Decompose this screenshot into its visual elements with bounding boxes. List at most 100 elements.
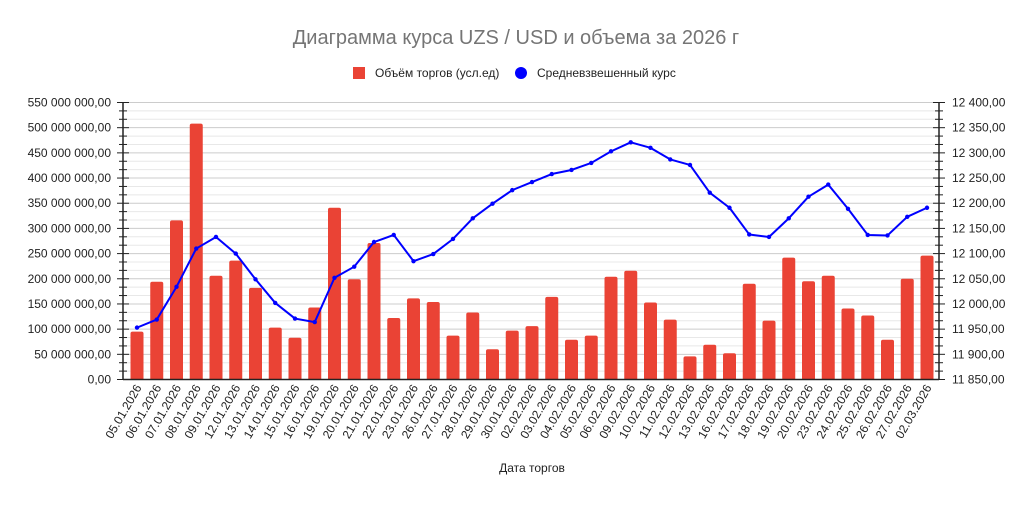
volume-bar[interactable]: 14.01.2026: 103000000	[268, 327, 282, 380]
volume-bar[interactable]: 23.01.2026: 161000000	[407, 298, 420, 380]
volume-bar[interactable]: 18.02.2026: 117000000	[762, 320, 776, 380]
volume-bar[interactable]: 02.02.2026: 106000000	[525, 326, 539, 380]
rate-point[interactable]	[924, 205, 930, 210]
volume-bar[interactable]: 05.02.2026: 87000000	[584, 335, 598, 380]
chart-title: Диаграмма курса UZS / USD и объема за 20…	[293, 27, 739, 49]
volume-bar[interactable]: 16.01.2026: 143000000	[308, 307, 322, 380]
volume-bar[interactable]: 28.01.2026: 133000000	[466, 312, 480, 380]
volume-bar[interactable]: 19.02.2026: 242000000	[782, 257, 796, 380]
volume-bar[interactable]: 26.02.2026: 79000000	[881, 339, 894, 380]
rate-point[interactable]	[391, 232, 396, 238]
rate-point[interactable]	[510, 187, 515, 193]
rate-point[interactable]	[352, 264, 357, 269]
rate-point[interactable]	[233, 251, 238, 256]
rate-point[interactable]	[885, 233, 890, 238]
rate-point[interactable]	[332, 275, 337, 280]
volume-bar[interactable]: 04.02.2026: 79000000	[565, 339, 578, 380]
volume-bar[interactable]: 07.01.2026: 316000000	[170, 220, 183, 380]
volume-bar[interactable]: 12.01.2026: 236000000	[229, 260, 243, 380]
rate-point[interactable]	[687, 162, 693, 168]
volume-bar[interactable]: 29.01.2026: 60000000	[486, 349, 499, 380]
legend-item-rate[interactable]: Средневзвешенный курс	[515, 66, 676, 80]
rate-point[interactable]	[747, 232, 752, 237]
rate-point[interactable]	[628, 140, 633, 145]
volume-bar[interactable]: 06.01.2026: 194000000	[150, 281, 164, 380]
y-tick-label-right: 12 050,00	[952, 272, 1006, 286]
legend-item-volume[interactable]: Объём торгов (усл.ед)	[353, 66, 499, 80]
y-tick-label-left: 0,00	[88, 373, 112, 387]
volume-bar[interactable]: 20.02.2026: 195000000	[802, 281, 815, 380]
rate-point[interactable]	[194, 246, 199, 251]
rate-point[interactable]	[371, 239, 377, 245]
y-tick-label-left: 250 000 000,00	[28, 247, 112, 261]
volume-bar[interactable]: 27.01.2026: 87000000	[446, 335, 460, 380]
volume-bar[interactable]: 17.02.2026: 190000000	[742, 283, 756, 380]
rate-point[interactable]	[490, 201, 495, 206]
volume-bar[interactable]: 05.01.2026: 95000000	[130, 331, 144, 380]
rate-point[interactable]	[292, 316, 298, 321]
rate-point[interactable]	[549, 171, 554, 177]
legend: Объём торгов (усл.ед) Средневзвешенный к…	[353, 66, 676, 80]
rate-point[interactable]	[411, 258, 416, 264]
rate-point[interactable]	[806, 194, 811, 199]
rate-point[interactable]	[174, 284, 179, 290]
rate-point[interactable]	[608, 149, 614, 154]
rate-point[interactable]	[845, 206, 851, 211]
legend-square-icon	[353, 67, 365, 79]
y-tick-label-right: 12 100,00	[952, 247, 1006, 261]
x-axis-labels: 05.01.202606.01.202607.01.202608.01.2026…	[102, 382, 934, 441]
rate-point[interactable]	[431, 251, 436, 257]
volume-bar[interactable]: 20.01.2026: 199000000	[347, 279, 361, 380]
volume-bar[interactable]: 02.03.2026: 246000000	[920, 255, 934, 380]
rate-point[interactable]	[450, 236, 456, 242]
rate-point[interactable]	[648, 145, 653, 151]
rate-point[interactable]	[589, 160, 594, 166]
rate-point[interactable]	[865, 232, 870, 238]
rate-point[interactable]	[569, 167, 574, 173]
y-tick-label-right: 12 400,00	[952, 96, 1006, 110]
rate-point[interactable]	[312, 319, 317, 325]
volume-bar[interactable]: 24.02.2026: 141000000	[841, 308, 855, 380]
rate-point[interactable]	[134, 325, 140, 330]
volume-bar[interactable]: 11.02.2026: 119000000	[663, 319, 677, 380]
volume-bar[interactable]: 26.01.2026: 154000000	[426, 301, 440, 380]
volume-bar[interactable]: 12.02.2026: 46000000	[683, 356, 697, 380]
rate-point[interactable]	[668, 157, 673, 162]
rate-point[interactable]	[727, 205, 732, 210]
legend-label-volume: Объём торгов (усл.ед)	[375, 66, 499, 80]
rate-point[interactable]	[707, 190, 712, 195]
volume-bar[interactable]: 30.01.2026: 97000000	[505, 330, 519, 380]
volume-bar[interactable]: 22.01.2026: 122000000	[387, 318, 401, 380]
volume-bar[interactable]: 16.02.2026: 52000000	[723, 353, 736, 380]
volume-bar[interactable]: 15.01.2026: 83000000	[288, 337, 302, 380]
volume-bar[interactable]: 19.01.2026: 341000000	[328, 207, 341, 380]
y-tick-label-left: 500 000 000,00	[28, 121, 112, 135]
rate-point[interactable]	[273, 300, 278, 306]
axes	[117, 102, 945, 381]
rate-point[interactable]	[766, 234, 772, 240]
rate-point[interactable]	[905, 214, 910, 220]
volume-bar[interactable]: 13.01.2026: 182000000	[249, 287, 262, 380]
volume-bar[interactable]: 21.01.2026: 271000000	[367, 243, 381, 380]
volume-bar[interactable]: 09.01.2026: 206000000	[209, 275, 223, 380]
rate-point[interactable]	[154, 317, 159, 322]
volume-bar[interactable]: 23.02.2026: 206000000	[821, 275, 835, 380]
rate-point[interactable]	[529, 179, 535, 185]
rate-point[interactable]	[786, 216, 791, 221]
rate-point[interactable]	[253, 277, 258, 282]
y-axis-right-labels: 11 850,00 11 900,00 11 950,00 12 000,00 12 0…	[952, 96, 1006, 387]
volume-bar[interactable]: 06.02.2026: 204000000	[604, 276, 618, 380]
rate-point[interactable]	[470, 216, 475, 221]
volume-bar[interactable]: 10.02.2026: 153000000	[644, 302, 657, 380]
volume-bar[interactable]: 09.02.2026: 216000000	[624, 270, 638, 380]
volume-bar[interactable]: 25.02.2026: 127000000	[861, 315, 875, 380]
legend-label-rate: Средневзвешенный курс	[537, 66, 676, 80]
volume-bar[interactable]: 03.02.2026: 164000000	[545, 296, 559, 380]
rate-point[interactable]	[826, 182, 831, 187]
volume-bar[interactable]: 08.01.2026: 508000000	[189, 123, 203, 380]
rate-point[interactable]	[213, 234, 219, 240]
volume-bar[interactable]: 13.02.2026: 69000000	[703, 344, 717, 380]
